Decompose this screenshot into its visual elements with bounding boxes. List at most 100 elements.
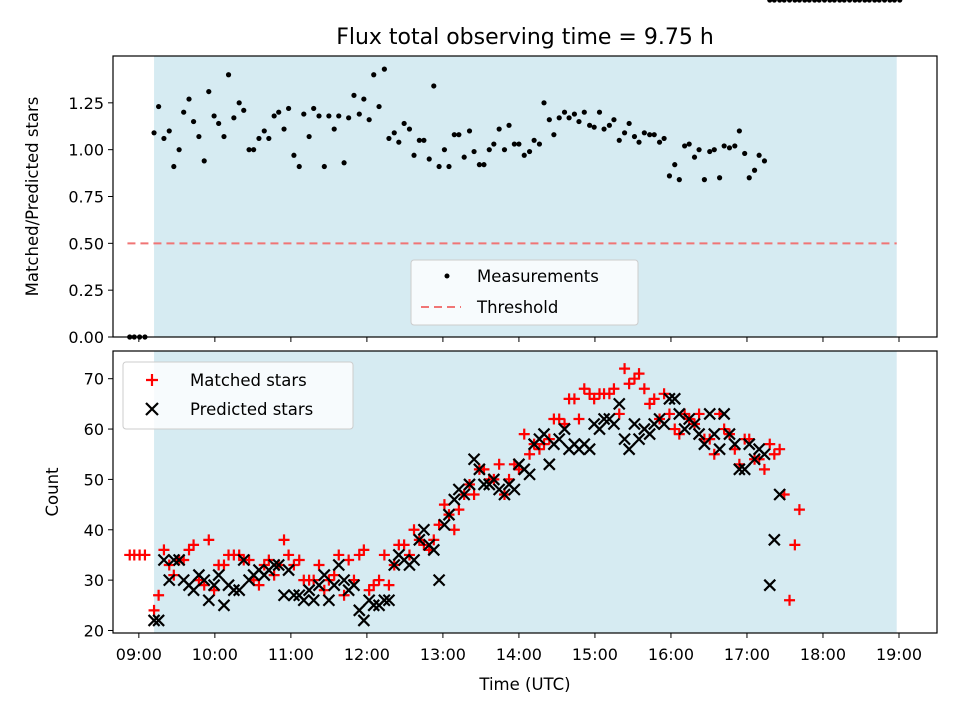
- predicted-star-point: [212, 568, 225, 582]
- measurement-point: [426, 156, 432, 162]
- measurement-point: [466, 128, 473, 134]
- predicted-star-point: [353, 604, 366, 617]
- measurement-point: [406, 126, 413, 132]
- measurement-point: [872, 0, 878, 3]
- measurement-point: [401, 120, 407, 127]
- measurement-point: [672, 162, 678, 168]
- measurement-point: [441, 147, 448, 153]
- measurement-point: [186, 96, 192, 102]
- x-tick-label: 12:00: [344, 645, 390, 664]
- measurement-point: [746, 175, 752, 181]
- measurement-point: [546, 117, 552, 123]
- measurement-point: [742, 150, 748, 157]
- predicted-star-point: [357, 614, 371, 627]
- matched-star-point: [148, 604, 160, 616]
- measurement-point: [346, 115, 352, 121]
- predicted-star-point: [703, 407, 716, 421]
- measurement-point: [526, 148, 533, 155]
- top-tick-marks: [138, 337, 900, 342]
- measurement-point: [386, 135, 392, 142]
- predicted-star-point: [523, 468, 536, 481]
- matched-star-point: [663, 408, 675, 420]
- matched-star-point: [619, 363, 631, 375]
- predicted-star-point: [728, 437, 742, 451]
- measurement-point: [841, 0, 847, 3]
- matched-star-point: [774, 443, 786, 455]
- matched-star-point: [764, 438, 776, 450]
- predicted-star-point: [187, 583, 200, 597]
- predicted-star-point: [387, 558, 401, 572]
- measurement-point: [606, 122, 612, 128]
- predicted-star-point: [607, 417, 621, 431]
- measurement-point: [461, 154, 467, 160]
- predicted-star-point: [707, 427, 721, 441]
- measurement-point: [666, 173, 673, 179]
- measurement-point: [366, 117, 372, 123]
- measurement-point: [881, 0, 888, 3]
- measurement-point: [196, 133, 202, 140]
- predicted-star-point: [457, 488, 471, 501]
- x-tick-label: 17:00: [724, 645, 770, 664]
- matched-star-point: [343, 554, 355, 566]
- measurement-point: [321, 163, 327, 170]
- measurement-point: [156, 103, 162, 110]
- measurement-point: [285, 105, 292, 112]
- measurement-point: [251, 147, 257, 153]
- predicted-star-point: [673, 407, 686, 421]
- x-tick-label: 15:00: [572, 645, 618, 664]
- measurement-point: [206, 88, 212, 95]
- x-tick-label: 09:00: [116, 645, 162, 664]
- matched-star-point: [438, 499, 450, 511]
- measurement-point: [311, 105, 317, 112]
- matched-star-point: [243, 554, 255, 566]
- legend-matched-label: Matched stars: [190, 371, 307, 390]
- measurement-point: [802, 0, 808, 3]
- matched-star-point: [153, 589, 165, 601]
- matched-star-point: [648, 393, 660, 405]
- matched-star-point: [383, 579, 395, 591]
- predicted-star-point: [537, 427, 551, 441]
- measurement-point: [511, 141, 517, 147]
- matched-star-point: [789, 539, 801, 551]
- measurement-point: [862, 0, 868, 3]
- matched-star-point: [333, 549, 345, 561]
- predicted-star-point: [417, 523, 431, 537]
- measurement-point: [626, 120, 632, 127]
- measurement-point: [221, 133, 227, 140]
- measurement-point: [190, 118, 197, 125]
- predicted-star-point: [763, 578, 777, 592]
- measurement-point: [641, 130, 647, 136]
- measurement-point: [716, 175, 723, 181]
- measurement-point: [416, 137, 422, 143]
- measurement-point: [496, 126, 502, 132]
- predicted-star-point: [337, 573, 351, 587]
- measurement-point: [201, 158, 207, 164]
- measurement-point: [521, 152, 527, 158]
- measurement-point: [326, 113, 332, 119]
- legend-predicted-marker: [145, 402, 159, 416]
- measurement-point: [566, 115, 572, 121]
- legend-measurements-label: Measurements: [477, 267, 599, 286]
- predicted-star-point: [307, 593, 320, 607]
- matched-star-point: [293, 554, 305, 566]
- measurement-point: [436, 163, 442, 170]
- predicted-star-point: [197, 573, 211, 587]
- measurement-point: [486, 147, 492, 153]
- predicted-star-point: [277, 588, 291, 602]
- measurement-point: [516, 141, 522, 147]
- measurement-point: [581, 109, 587, 115]
- measurement-point: [331, 126, 337, 132]
- x-axis-label: Time (UTC): [478, 675, 570, 694]
- measurement-point: [491, 141, 497, 147]
- matched-star-point: [578, 383, 590, 395]
- measurement-point: [837, 0, 843, 3]
- measurement-point: [771, 0, 777, 3]
- matched-star-point: [768, 448, 780, 460]
- measurement-point: [852, 0, 858, 3]
- measurement-point: [726, 145, 733, 151]
- chart-title: Flux total observing time = 9.75 h: [336, 25, 714, 50]
- matched-star-point: [588, 393, 600, 405]
- measurement-point: [767, 0, 773, 3]
- x-tick-label: 16:00: [648, 645, 694, 664]
